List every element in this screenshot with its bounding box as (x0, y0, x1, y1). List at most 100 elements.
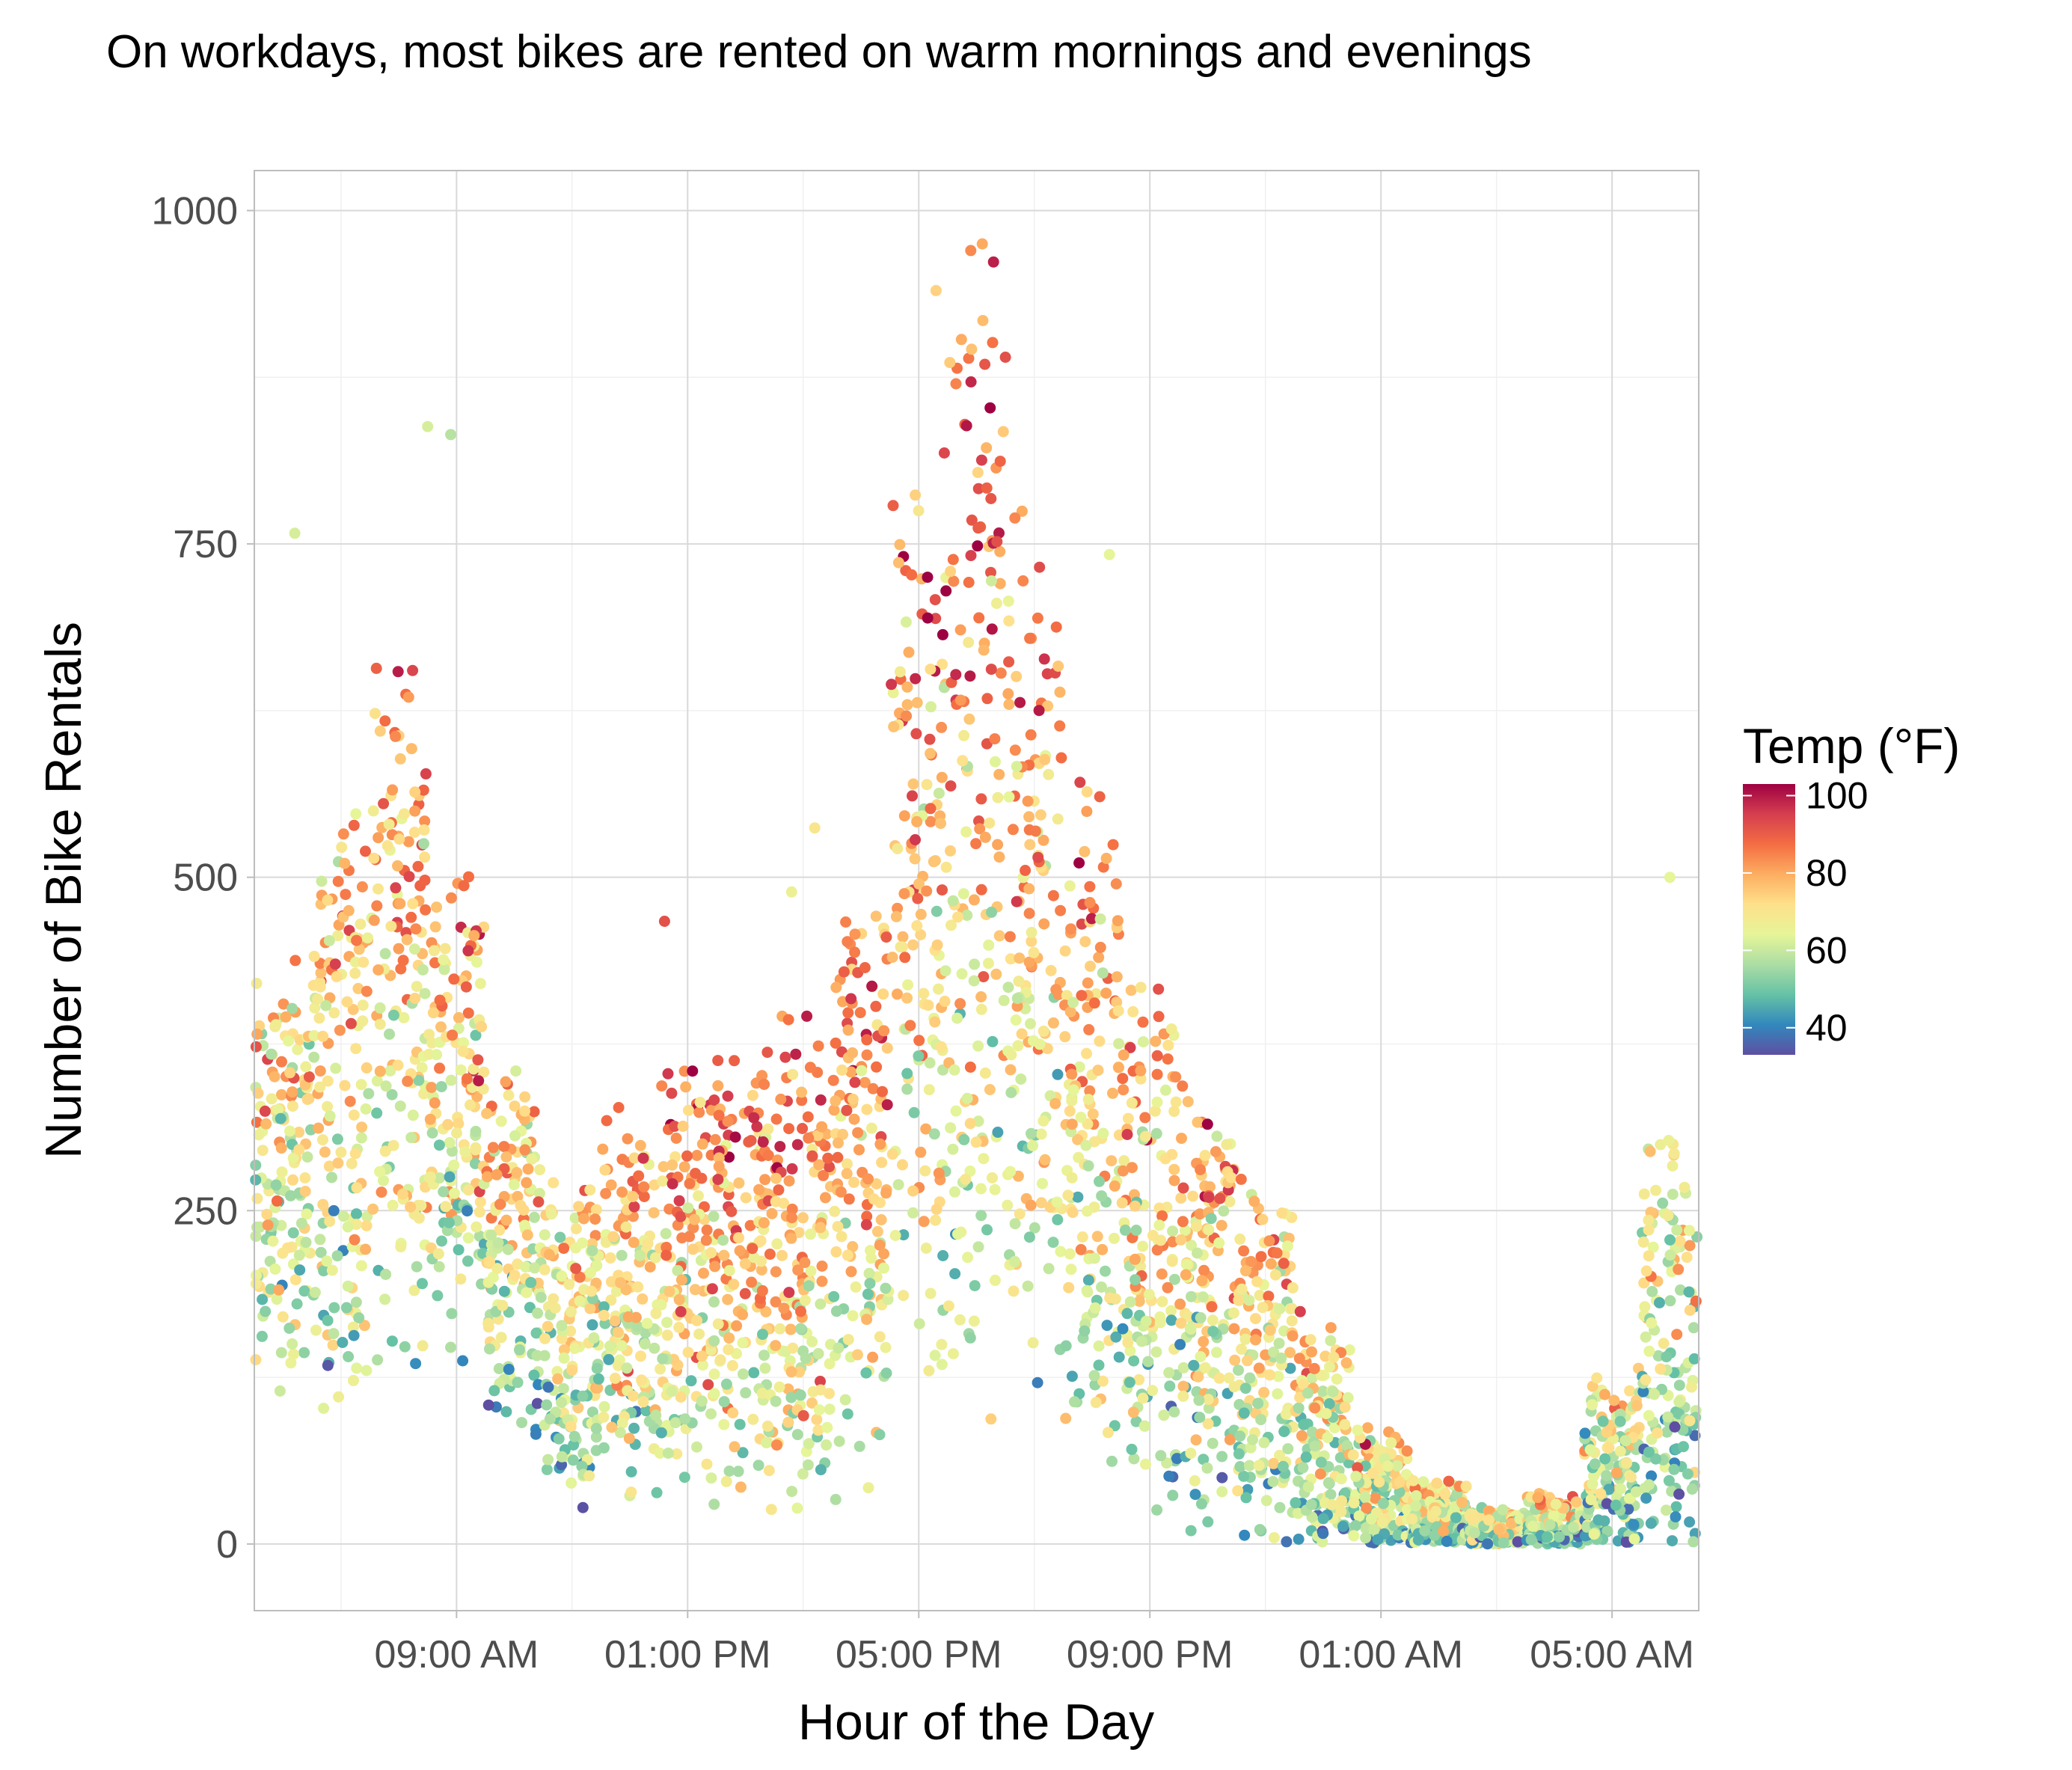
data-point (1195, 1312, 1207, 1323)
data-point (1128, 1355, 1140, 1367)
data-point (328, 1204, 340, 1216)
data-point (358, 1320, 370, 1332)
data-point (797, 1212, 809, 1224)
data-point (887, 687, 899, 699)
data-point (1156, 1296, 1168, 1308)
data-point (390, 730, 402, 742)
data-point (951, 1012, 963, 1024)
data-point (1300, 1451, 1312, 1463)
data-point (861, 1034, 873, 1046)
data-point (534, 1164, 546, 1176)
data-point (737, 1337, 749, 1349)
data-point (1615, 1483, 1627, 1495)
data-point (1002, 595, 1014, 607)
data-point (368, 852, 380, 864)
data-point (1005, 1087, 1017, 1098)
data-point (386, 1335, 398, 1347)
data-point (419, 851, 431, 863)
data-point (954, 694, 966, 706)
data-point (1657, 1197, 1669, 1209)
data-point (1335, 1506, 1347, 1518)
data-point (1325, 1335, 1337, 1347)
data-point (448, 1187, 460, 1199)
data-point (308, 950, 320, 962)
data-point (512, 1377, 524, 1388)
data-point (1341, 1440, 1353, 1451)
data-point (1180, 1269, 1192, 1281)
data-point (1548, 1510, 1560, 1522)
data-point (1591, 1372, 1603, 1384)
data-point (785, 1366, 797, 1378)
data-point (1684, 1240, 1696, 1252)
data-point (1373, 1476, 1385, 1488)
data-point (1047, 889, 1059, 901)
data-point (701, 1458, 713, 1470)
data-point (1082, 1274, 1094, 1286)
data-point (1034, 1038, 1046, 1050)
data-point (1320, 1408, 1332, 1420)
data-point (910, 728, 922, 740)
data-point (723, 1466, 735, 1477)
data-point (458, 1037, 470, 1049)
data-point (332, 1157, 344, 1169)
data-point (964, 670, 976, 682)
data-point (278, 998, 289, 1010)
data-point (1118, 1049, 1130, 1061)
data-point (924, 1057, 936, 1069)
data-point (1684, 1516, 1696, 1528)
data-point (1002, 982, 1014, 993)
data-point (1251, 1276, 1263, 1287)
data-point (1661, 1351, 1673, 1363)
data-point (552, 1373, 564, 1385)
data-point (691, 1314, 703, 1326)
data-point (666, 1159, 678, 1171)
data-point (1637, 1385, 1649, 1397)
data-point (1673, 1264, 1685, 1276)
data-point (848, 1177, 859, 1188)
data-point (586, 1319, 598, 1331)
data-point (770, 1266, 782, 1278)
data-point (1431, 1477, 1443, 1489)
data-point (1075, 1112, 1087, 1123)
data-point (839, 1394, 851, 1406)
data-point (921, 779, 933, 791)
data-point (528, 1369, 540, 1381)
data-point (426, 1082, 438, 1094)
data-point (867, 1351, 879, 1363)
data-point (362, 932, 373, 944)
data-point (528, 1106, 540, 1118)
data-point (339, 857, 351, 869)
data-point (1662, 1411, 1674, 1423)
data-point (563, 1278, 575, 1290)
data-point (1090, 1397, 1102, 1409)
data-point (761, 1047, 773, 1059)
data-point (393, 943, 405, 955)
data-point (482, 1317, 494, 1329)
data-point (573, 1201, 585, 1213)
data-point (930, 284, 942, 296)
data-point (747, 1089, 758, 1101)
data-point (566, 1365, 578, 1376)
data-point (1643, 1345, 1655, 1357)
data-point (1012, 1040, 1024, 1052)
data-point (379, 948, 391, 960)
data-point (773, 1184, 785, 1196)
data-point (1066, 1095, 1078, 1106)
data-point (261, 1208, 273, 1220)
data-point (266, 1093, 278, 1105)
data-point (852, 1127, 864, 1139)
data-point (598, 1301, 610, 1313)
data-point (1066, 1118, 1078, 1130)
data-point (1643, 1446, 1655, 1458)
data-point (1671, 1329, 1683, 1341)
data-point (901, 1083, 913, 1095)
data-point (1081, 786, 1093, 797)
data-point (1156, 1210, 1168, 1222)
data-point (1667, 1535, 1678, 1547)
data-point (790, 1048, 802, 1060)
data-point (782, 1383, 794, 1395)
data-point (300, 1237, 312, 1249)
data-point (1023, 956, 1035, 968)
data-point (1043, 768, 1055, 780)
